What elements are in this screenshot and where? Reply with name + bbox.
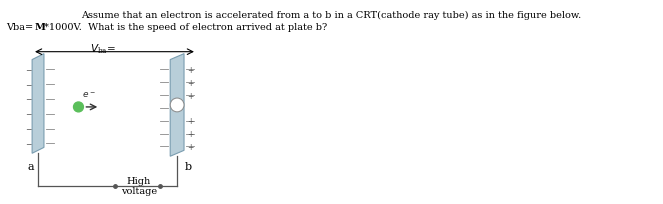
Text: −: − [25, 110, 31, 119]
Text: b: b [185, 161, 192, 171]
Text: −: − [25, 95, 31, 104]
Polygon shape [32, 54, 44, 154]
Text: M: M [34, 23, 45, 32]
Polygon shape [170, 54, 184, 156]
Text: +: + [187, 91, 194, 100]
Text: $e^-$: $e^-$ [82, 90, 96, 100]
Text: −: − [25, 66, 31, 75]
Text: a: a [28, 161, 34, 171]
Text: +: + [187, 78, 194, 87]
Text: High
voltage: High voltage [121, 176, 156, 195]
Text: +: + [187, 117, 194, 126]
Text: +: + [187, 142, 194, 151]
Text: *1000V.  What is the speed of electron arrived at plate b?: *1000V. What is the speed of electron ar… [44, 23, 328, 32]
Circle shape [170, 99, 184, 112]
Text: −: − [25, 80, 31, 89]
Circle shape [74, 102, 84, 112]
Text: +: + [187, 66, 194, 75]
Text: Vba=: Vba= [7, 23, 36, 32]
Text: $V_{\mathregular{ba}}$=: $V_{\mathregular{ba}}$= [90, 42, 116, 55]
Text: Assume that an electron is accelerated from a to b in a CRT(cathode ray tube) as: Assume that an electron is accelerated f… [82, 11, 581, 20]
Text: −: − [25, 139, 31, 148]
Text: +: + [187, 129, 194, 138]
Text: −: − [25, 124, 31, 133]
